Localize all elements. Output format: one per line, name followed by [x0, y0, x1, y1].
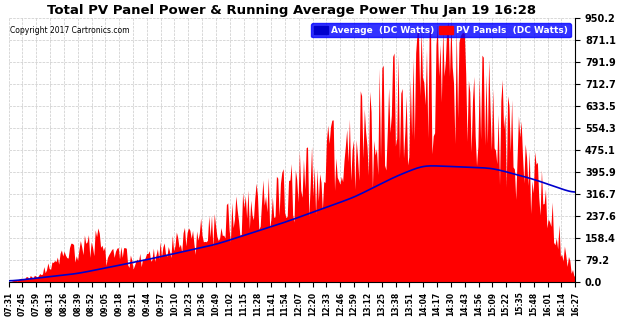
Legend: Average  (DC Watts), PV Panels  (DC Watts): Average (DC Watts), PV Panels (DC Watts) — [311, 23, 571, 37]
Text: Copyright 2017 Cartronics.com: Copyright 2017 Cartronics.com — [10, 26, 130, 35]
Title: Total PV Panel Power & Running Average Power Thu Jan 19 16:28: Total PV Panel Power & Running Average P… — [47, 4, 536, 17]
